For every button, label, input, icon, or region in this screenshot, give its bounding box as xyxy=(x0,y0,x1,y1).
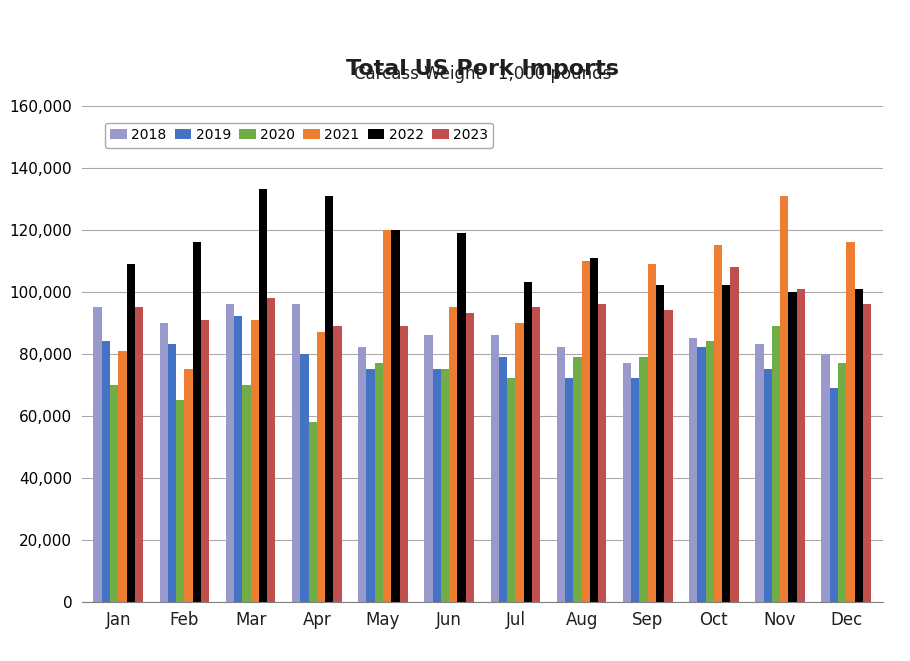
Bar xyxy=(689,338,697,602)
Bar xyxy=(623,363,632,602)
Bar xyxy=(168,344,177,602)
Bar xyxy=(731,267,739,602)
Bar xyxy=(838,363,846,602)
Bar xyxy=(863,304,871,602)
Bar xyxy=(466,313,474,602)
Bar xyxy=(259,190,268,602)
Bar xyxy=(250,319,259,602)
Bar xyxy=(317,332,325,602)
Bar xyxy=(557,348,565,602)
Bar xyxy=(697,348,705,602)
Bar xyxy=(441,369,450,602)
Bar xyxy=(846,242,854,602)
Bar xyxy=(632,378,640,602)
Bar xyxy=(714,245,723,602)
Bar xyxy=(640,357,648,602)
Bar xyxy=(424,335,432,602)
Bar xyxy=(432,369,441,602)
Bar xyxy=(515,323,523,602)
Bar xyxy=(308,422,317,602)
Bar xyxy=(185,369,193,602)
Bar xyxy=(772,326,780,602)
Bar xyxy=(450,307,458,602)
Bar xyxy=(788,292,796,602)
Bar xyxy=(242,385,250,602)
Bar xyxy=(399,326,408,602)
Bar xyxy=(102,341,110,602)
Bar xyxy=(656,286,664,602)
Bar xyxy=(118,350,126,602)
Bar xyxy=(705,341,714,602)
Bar xyxy=(664,310,672,602)
Bar xyxy=(822,354,830,602)
Bar xyxy=(268,298,276,602)
Legend: 2018, 2019, 2020, 2021, 2022, 2023: 2018, 2019, 2020, 2021, 2022, 2023 xyxy=(105,123,493,147)
Bar xyxy=(359,348,367,602)
Bar xyxy=(110,385,118,602)
Bar xyxy=(375,363,383,602)
Bar xyxy=(458,233,466,602)
Bar xyxy=(325,196,333,602)
Title: Total US Pork Imports: Total US Pork Imports xyxy=(346,59,619,79)
Bar xyxy=(523,282,532,602)
Bar xyxy=(598,304,606,602)
Bar xyxy=(830,388,838,602)
Bar xyxy=(499,357,507,602)
Bar xyxy=(391,229,399,602)
Bar xyxy=(532,307,541,602)
Bar xyxy=(201,319,209,602)
Bar xyxy=(581,260,590,602)
Bar xyxy=(333,326,341,602)
Bar xyxy=(292,304,300,602)
Bar xyxy=(159,323,168,602)
Bar xyxy=(300,354,308,602)
Bar xyxy=(383,229,391,602)
Bar xyxy=(135,307,143,602)
Bar xyxy=(177,400,185,602)
Bar xyxy=(126,264,135,602)
Bar xyxy=(226,304,234,602)
Bar xyxy=(193,242,201,602)
Bar xyxy=(590,258,598,602)
Bar xyxy=(763,369,772,602)
Text: Carcass Weight   1,000 pounds: Carcass Weight 1,000 pounds xyxy=(354,65,611,83)
Bar xyxy=(648,264,656,602)
Bar xyxy=(234,317,242,602)
Bar xyxy=(796,289,805,602)
Bar xyxy=(780,196,788,602)
Bar xyxy=(755,344,763,602)
Bar xyxy=(723,286,731,602)
Bar xyxy=(854,289,863,602)
Bar xyxy=(367,369,375,602)
Bar xyxy=(507,378,515,602)
Bar xyxy=(565,378,573,602)
Bar xyxy=(573,357,581,602)
Bar xyxy=(490,335,499,602)
Bar xyxy=(94,307,102,602)
